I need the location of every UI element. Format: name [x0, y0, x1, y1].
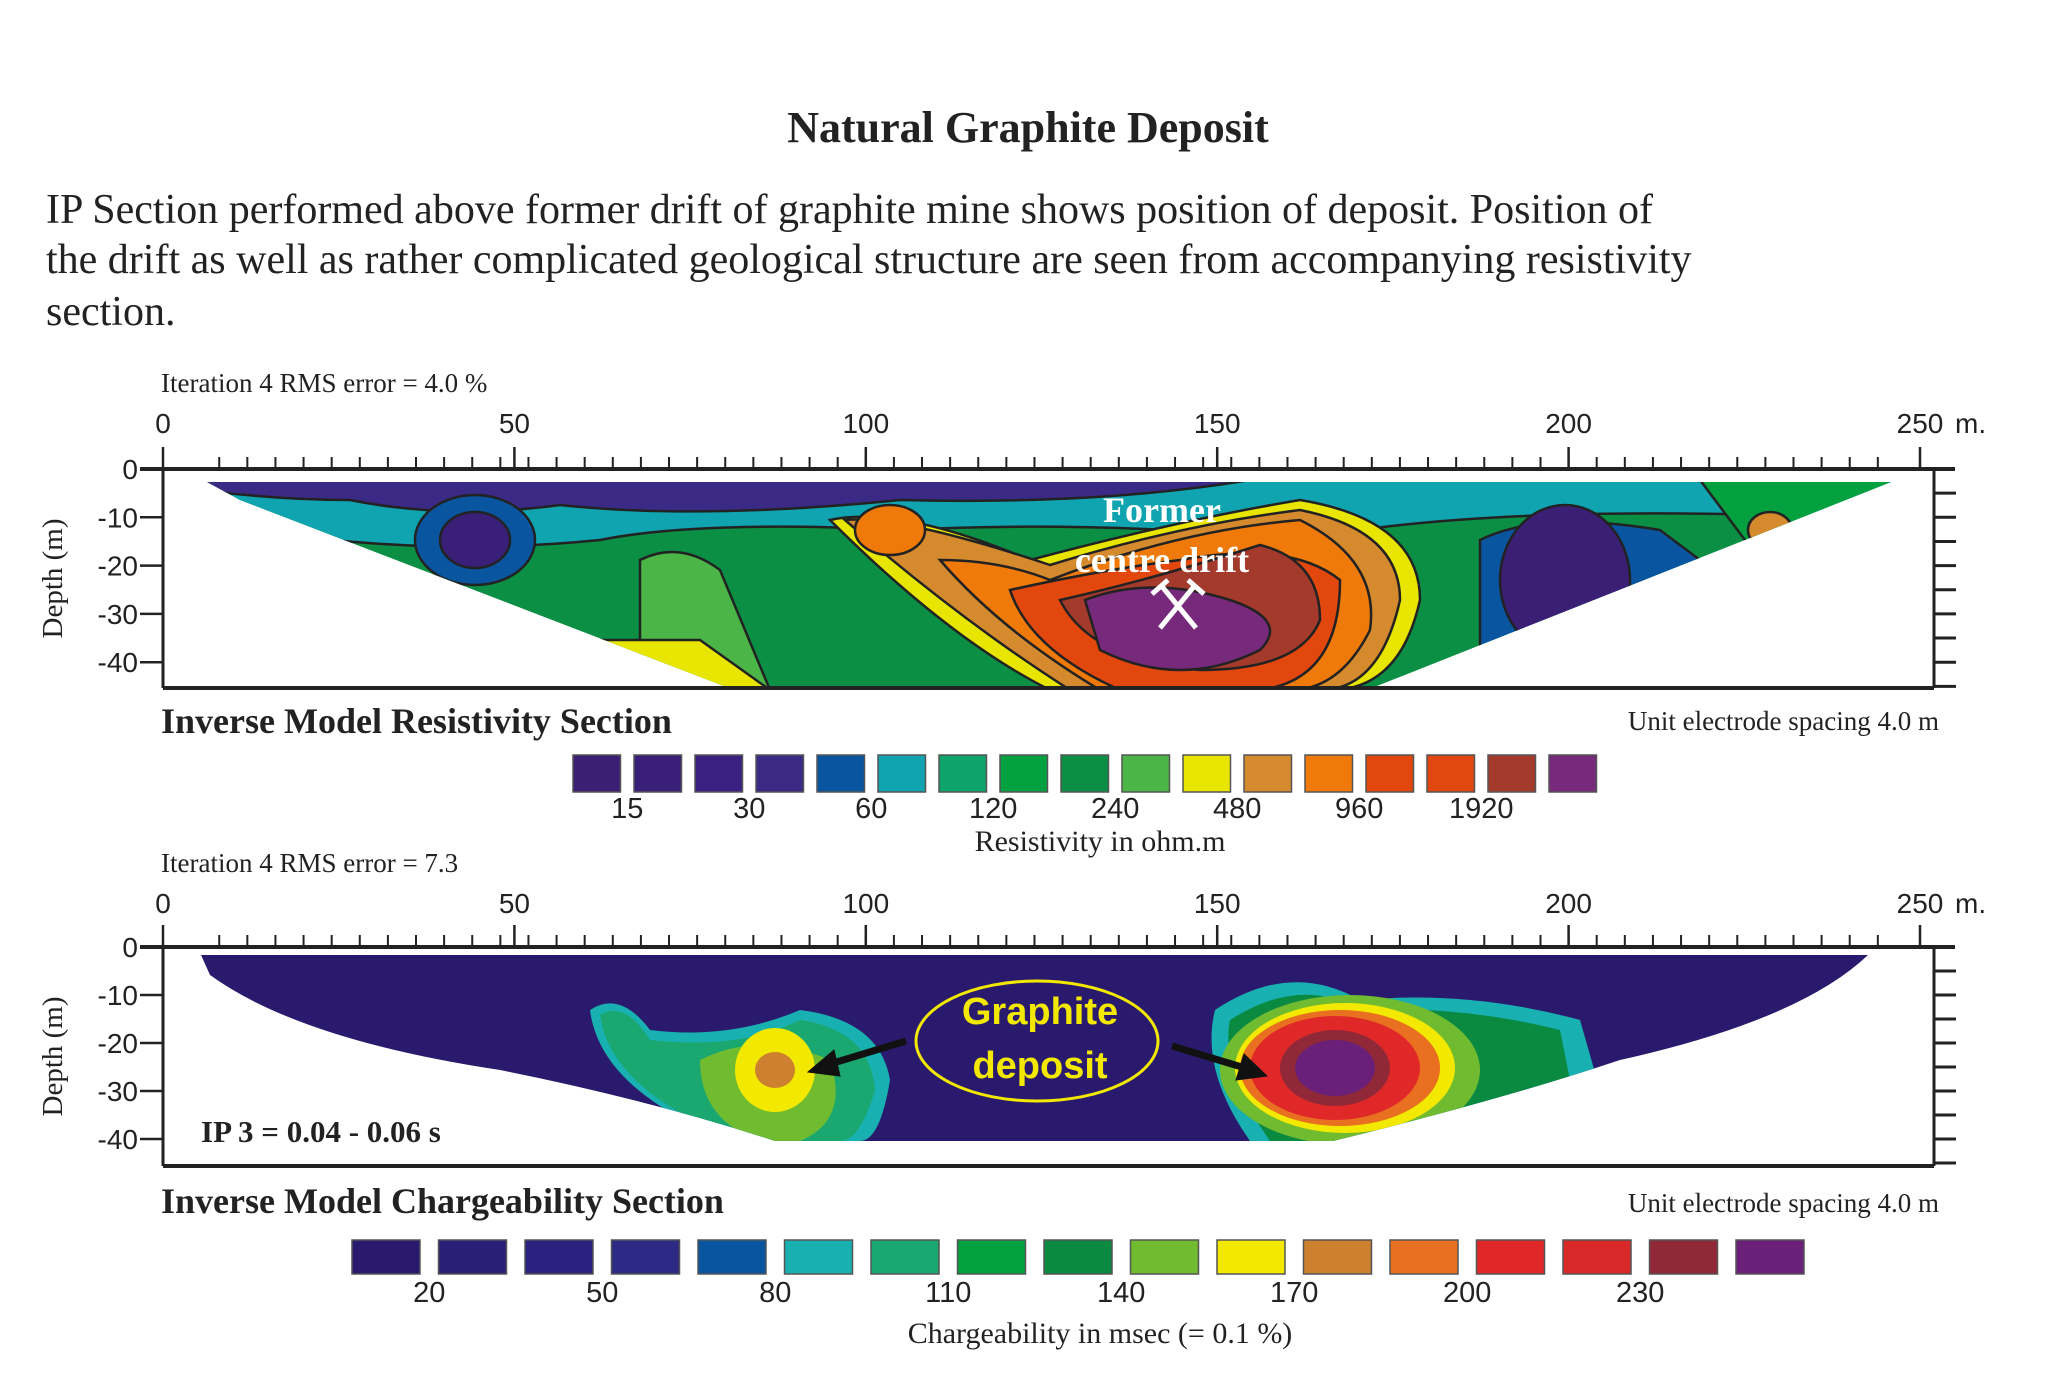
x-tick-label: 50 [499, 888, 530, 919]
legend-swatch [877, 754, 927, 793]
legend-swatch [1060, 754, 1110, 793]
legend-label: 480 [1213, 793, 1261, 825]
y-tick-label: -40 [98, 1124, 138, 1155]
y-tick-label: -20 [98, 551, 138, 582]
y-axis-label: Depth (m) [37, 519, 69, 639]
page-title: Natural Graphite Deposit [787, 103, 1269, 152]
drift-label-line1: Former [1103, 490, 1221, 530]
y-tick-label: -20 [98, 1028, 138, 1059]
legend-swatch [697, 1239, 767, 1275]
legend-label: 140 [1097, 1277, 1145, 1309]
legend-swatch [610, 1239, 681, 1275]
chargeability-iteration-label: Iteration 4 RMS error = 7.3 [161, 848, 459, 878]
x-tick-label: 250 [1897, 408, 1944, 439]
y-tick-label: -10 [98, 502, 138, 533]
legend-swatch [1648, 1239, 1719, 1275]
legend-swatch [755, 754, 805, 793]
deposit-label-line1: Graphite [962, 991, 1118, 1033]
chargeability-legend-title: Chargeability in msec (= 0.1 %) [907, 1317, 1293, 1350]
resistivity-section-title: Inverse Model Resistivity Section [161, 701, 672, 741]
legend-label: 60 [855, 793, 887, 825]
legend-label: 30 [733, 793, 765, 825]
crossed-hammers-icon [1150, 578, 1206, 630]
legend-swatch [1475, 1239, 1546, 1275]
legend-swatch [1216, 1239, 1286, 1275]
legend-label: 15 [611, 793, 643, 825]
legend-swatch [1365, 754, 1415, 793]
drift-label-line2: centre drift [1075, 540, 1249, 580]
y-axis-label: Depth (m) [37, 997, 69, 1117]
legend-swatch [783, 1239, 854, 1275]
legend-swatch [1562, 1239, 1632, 1275]
y-tick-label: -30 [98, 599, 138, 630]
legend-label: 110 [925, 1277, 971, 1309]
legend-swatch [956, 1239, 1027, 1275]
description-line: the drift as well as rather complicated … [46, 237, 1692, 283]
x-unit-label: m. [1955, 408, 1986, 439]
y-tick-label: -30 [98, 1076, 138, 1107]
x-tick-label: 100 [842, 408, 889, 439]
legend-label: 170 [1270, 1277, 1318, 1309]
legend-label: 50 [586, 1277, 618, 1309]
legend-swatch [938, 754, 988, 793]
legend-swatch [1243, 754, 1293, 793]
ip-window-label: IP 3 = 0.04 - 0.06 s [201, 1114, 441, 1149]
legend-label: 960 [1335, 793, 1383, 825]
legend-swatch [351, 1239, 421, 1275]
x-tick-label: 100 [842, 888, 889, 919]
legend-swatch [1182, 754, 1232, 793]
deposit-callout [914, 979, 1160, 1103]
y-tick-label: -40 [98, 647, 138, 678]
legend-label: 1920 [1449, 793, 1514, 825]
deposit-label-line2: deposit [972, 1045, 1107, 1087]
legend-label: 80 [759, 1277, 791, 1309]
y-tick-label: -10 [98, 980, 138, 1011]
y-tick-label: 0 [122, 932, 138, 963]
description-line: section. [46, 289, 176, 335]
x-tick-label: 250 [1897, 888, 1944, 919]
arrow-icon [806, 1037, 1269, 1081]
legend-swatch [524, 1239, 594, 1275]
x-tick-label: 200 [1545, 408, 1592, 439]
legend-label: 240 [1091, 793, 1139, 825]
x-unit-label: m. [1955, 888, 1986, 919]
legend-swatch [1302, 1239, 1373, 1275]
legend-swatch [572, 754, 622, 793]
y-tick-label: 0 [122, 454, 138, 485]
legend-label: 20 [413, 1277, 445, 1309]
chargeability-section-title: Inverse Model Chargeability Section [161, 1181, 724, 1221]
legend-swatch [999, 754, 1049, 793]
resistivity-iteration-label: Iteration 4 RMS error = 4.0 % [161, 368, 488, 398]
legend-label: 200 [1443, 1277, 1491, 1309]
description-line: IP Section performed above former drift … [46, 187, 1653, 233]
legend-swatch [1043, 1239, 1113, 1275]
legend-swatch [870, 1239, 940, 1275]
legend-swatch [694, 754, 744, 793]
x-tick-label: 150 [1194, 408, 1241, 439]
legend-swatch [1121, 754, 1171, 793]
legend-swatch [633, 754, 683, 793]
legend-swatch [816, 754, 866, 793]
legend-label: 230 [1616, 1277, 1664, 1309]
x-tick-label: 150 [1194, 888, 1241, 919]
x-tick-label: 0 [155, 888, 171, 919]
x-tick-label: 50 [499, 408, 530, 439]
chargeability-spacing-note: Unit electrode spacing 4.0 m [1627, 1188, 1939, 1218]
x-tick-label: 200 [1545, 888, 1592, 919]
x-tick-label: 0 [155, 408, 171, 439]
legend-swatch [1548, 754, 1598, 793]
legend-swatch [1304, 754, 1354, 793]
legend-swatch [1129, 1239, 1200, 1275]
legend-swatch [1735, 1239, 1805, 1275]
legend-swatch [437, 1239, 508, 1275]
legend-label: 120 [969, 793, 1017, 825]
legend-swatch [1389, 1239, 1459, 1275]
resistivity-field [207, 482, 1891, 688]
legend-swatch [1487, 754, 1537, 793]
legend-swatch [1426, 754, 1476, 793]
resistivity-legend-title: Resistivity in ohm.m [974, 825, 1226, 858]
resistivity-spacing-note: Unit electrode spacing 4.0 m [1627, 706, 1939, 736]
